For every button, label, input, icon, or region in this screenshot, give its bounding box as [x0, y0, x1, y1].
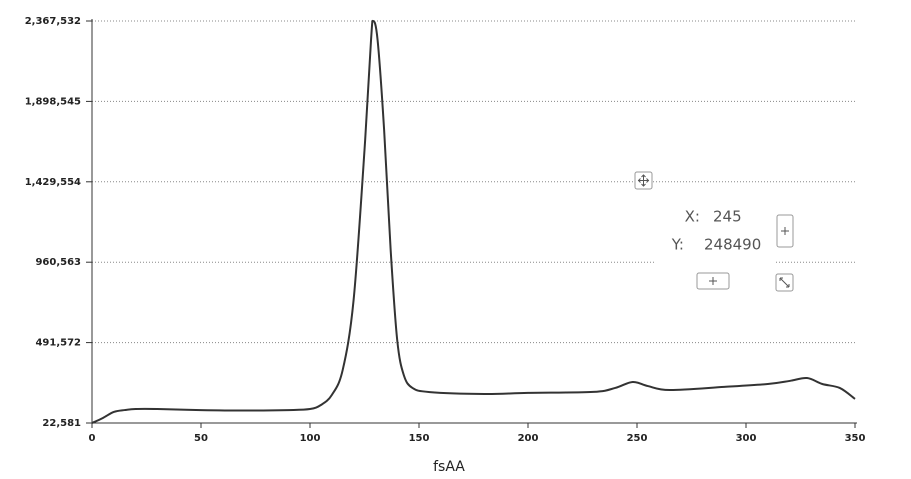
- y-tick-label: 22,581: [42, 418, 81, 429]
- y-tick-label: 1,898,545: [25, 96, 81, 107]
- y-tick-label: 960,563: [35, 257, 81, 268]
- expand-x-button[interactable]: [696, 272, 730, 290]
- x-tick-label: 250: [627, 433, 648, 444]
- tooltip-y-value: 248490: [704, 236, 761, 254]
- x-tick-label: 150: [409, 433, 430, 444]
- x-tick-label: 300: [736, 433, 757, 444]
- x-tick-label: 0: [89, 433, 96, 444]
- x-tick-label: 200: [518, 433, 539, 444]
- y-tick-label: 2,367,532: [25, 16, 81, 27]
- x-tick-label: 100: [300, 433, 321, 444]
- x-axis-title: fsAA: [433, 459, 465, 475]
- tooltip: X: 245 Y: 248490: [655, 200, 775, 266]
- expand-y-button[interactable]: [776, 214, 794, 248]
- y-tick-label: 1,429,554: [25, 177, 81, 188]
- y-tick-label: 491,572: [35, 338, 81, 349]
- x-tick-label: 350: [845, 433, 866, 444]
- resize-button[interactable]: [775, 273, 794, 292]
- tooltip-x-label: X:: [685, 208, 700, 226]
- tooltip-bg: [655, 200, 775, 266]
- move-button[interactable]: [634, 171, 653, 190]
- x-tick-label: 50: [194, 433, 208, 444]
- tooltip-x-value: 245: [713, 208, 742, 226]
- histogram-line: [91, 19, 856, 424]
- tooltip-y-label: Y:: [671, 236, 684, 254]
